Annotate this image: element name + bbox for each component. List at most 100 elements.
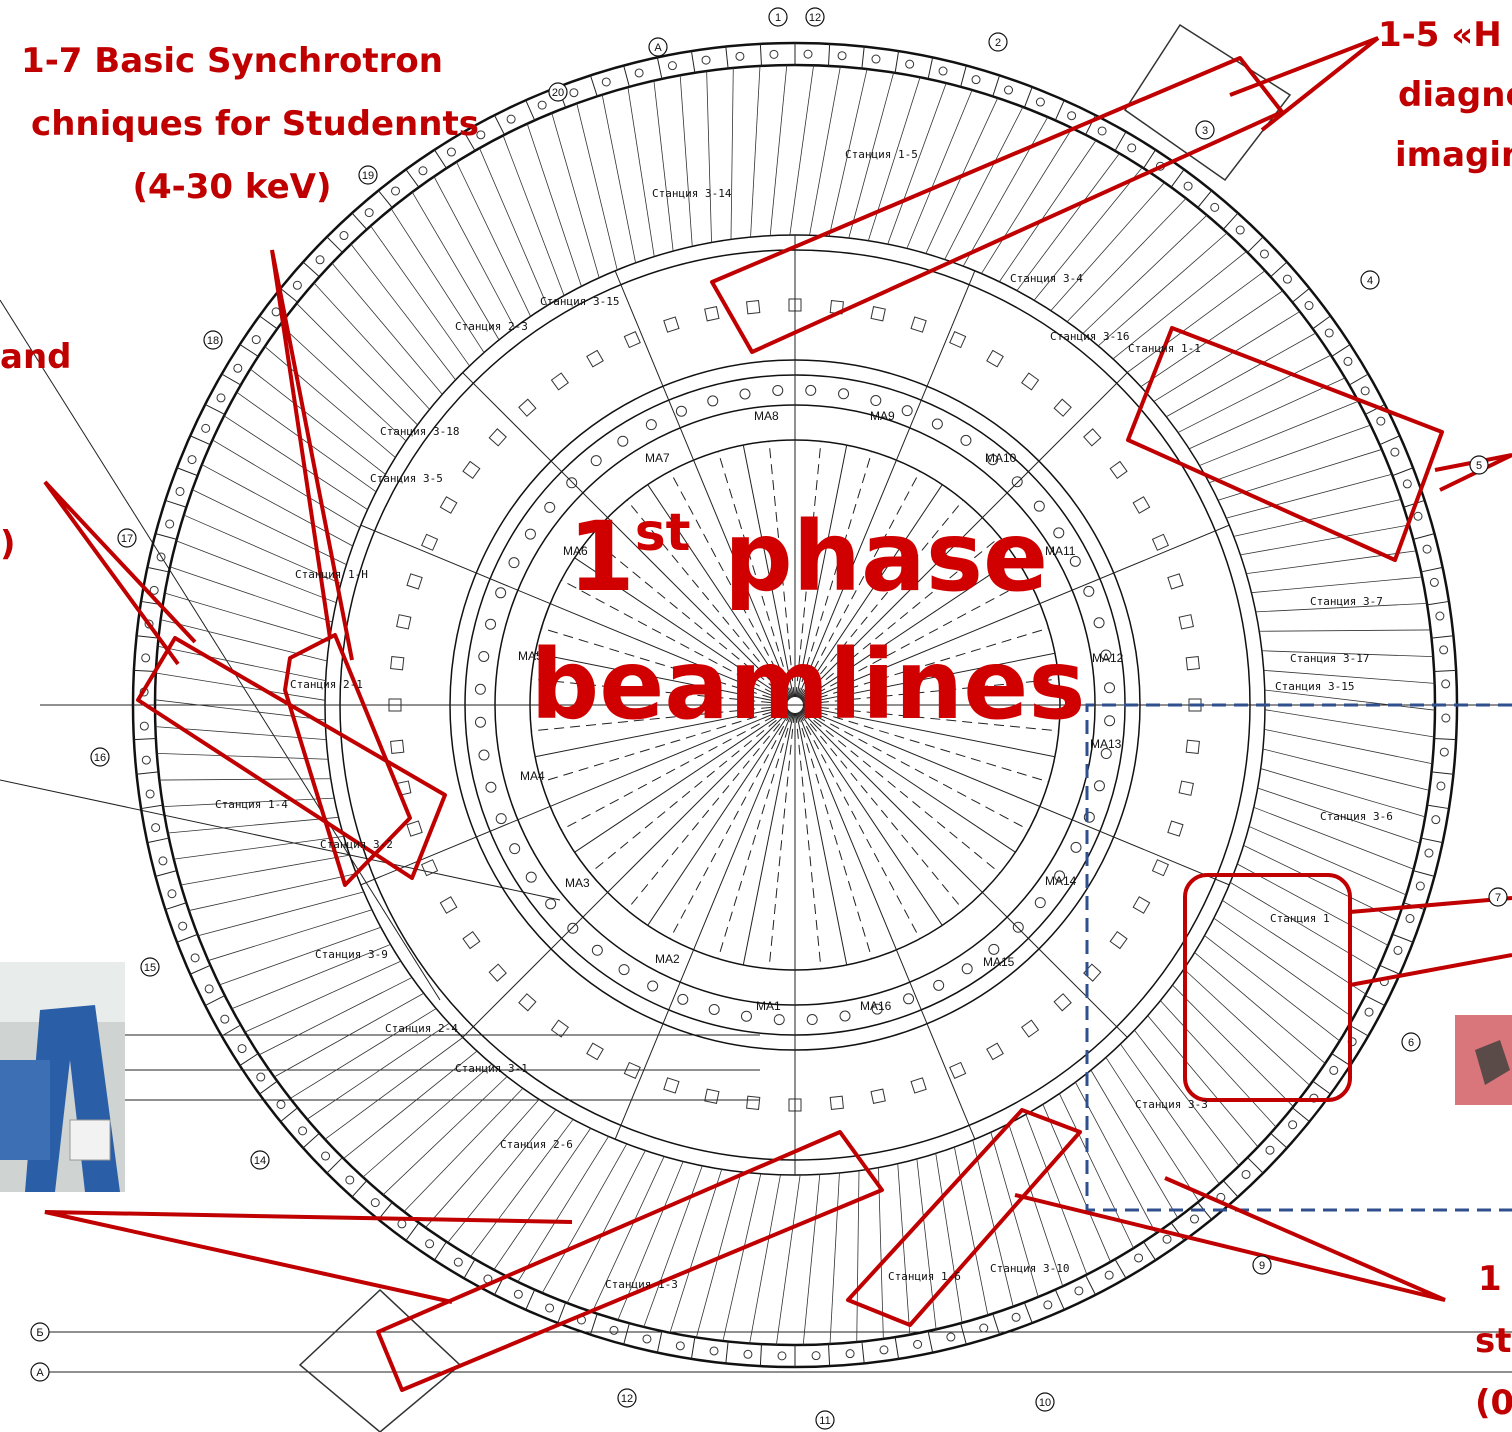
ring-segment: [1349, 1025, 1368, 1036]
beamline: [259, 977, 412, 1054]
station-label: Станция 3-1: [455, 1062, 528, 1075]
ring-device: [1377, 417, 1385, 425]
ring-device: [676, 1342, 684, 1350]
beamline: [776, 1175, 800, 1345]
device: [871, 396, 881, 406]
ring-device: [340, 232, 348, 240]
ring-segment: [434, 1242, 446, 1260]
ring-device: [643, 1335, 651, 1343]
ring-segment: [1392, 468, 1413, 476]
device: [1133, 497, 1149, 513]
device: [839, 389, 849, 399]
device: [587, 350, 603, 366]
ring-segment: [1271, 1133, 1287, 1148]
device: [1071, 842, 1081, 852]
ring-device: [570, 89, 578, 97]
ring-segment: [464, 1259, 475, 1278]
ring-segment: [177, 468, 198, 476]
ring-device: [234, 364, 242, 372]
beamline: [1067, 198, 1186, 321]
ring-segment: [190, 436, 210, 445]
ring-device: [812, 1352, 820, 1360]
ring-device: [872, 55, 880, 63]
device: [741, 1011, 751, 1021]
ring-device: [1036, 98, 1044, 106]
ring-segment: [1380, 436, 1400, 445]
axis-marker-label: 1: [775, 12, 781, 24]
ring-device: [1236, 226, 1244, 234]
ring-segment: [147, 838, 169, 843]
beamline: [696, 1172, 741, 1337]
ring-segment: [657, 1331, 662, 1353]
device: [747, 1096, 760, 1109]
axis-marker-label: 4: [1367, 275, 1373, 287]
ring-device: [1184, 182, 1192, 190]
beamline: [351, 244, 456, 380]
ring-device: [392, 187, 400, 195]
ring-segment: [222, 374, 241, 385]
beamline: [1265, 710, 1434, 737]
beamline: [168, 817, 339, 833]
ma-label: MA2: [655, 952, 680, 966]
ring-segment: [1223, 1181, 1238, 1197]
ring-device: [142, 654, 150, 662]
ring-segment: [961, 1323, 967, 1344]
annotation-line: imagin: [1395, 135, 1512, 175]
ring-segment: [691, 51, 694, 73]
axis-marker-label: 5: [1476, 460, 1482, 472]
ring-segment: [1198, 191, 1212, 208]
center-ray: [670, 712, 791, 939]
beamline: [707, 71, 712, 242]
axis-marker-label: 15: [144, 962, 156, 974]
ring-segment: [1271, 262, 1287, 277]
beamline: [999, 140, 1096, 282]
beamline: [954, 1147, 987, 1315]
device: [407, 821, 422, 836]
marker-diamond: [1125, 25, 1290, 180]
device: [407, 574, 422, 589]
device: [391, 657, 404, 670]
beamline: [810, 67, 841, 236]
ring-device: [176, 487, 184, 495]
ring-segment: [137, 772, 159, 774]
ring-device: [846, 1350, 854, 1358]
device: [391, 740, 404, 753]
ring-segment: [205, 404, 225, 414]
ring-device: [1044, 1301, 1052, 1309]
ring-device: [1442, 714, 1450, 722]
ring-device: [205, 985, 213, 993]
device: [519, 994, 536, 1011]
device: [1094, 618, 1104, 628]
device: [422, 534, 438, 550]
device: [1152, 534, 1168, 550]
ring-device: [1430, 578, 1438, 586]
axis-marker-label: 12: [809, 12, 821, 24]
ring-segment: [1427, 805, 1449, 808]
ring-segment: [526, 1290, 535, 1310]
ma-label: MA4: [520, 769, 545, 783]
ring-device: [1266, 1146, 1274, 1154]
ring-segment: [434, 150, 446, 168]
device: [567, 478, 577, 488]
ring-segment: [1349, 374, 1368, 385]
device: [871, 307, 885, 321]
ring-device: [914, 1340, 922, 1348]
ring-segment: [1332, 344, 1350, 356]
station-label: Станция 3-14: [652, 187, 732, 200]
ring-device: [1305, 302, 1313, 310]
ring-device: [1416, 882, 1424, 890]
ma-label: MA7: [645, 451, 670, 465]
ring-device: [1289, 1121, 1297, 1129]
axis-marker-label: A: [654, 42, 662, 54]
ring-device: [142, 756, 150, 764]
callout-box: [378, 1132, 882, 1390]
ring-device: [1403, 480, 1411, 488]
beamline: [857, 1171, 859, 1342]
ring-segment: [1421, 838, 1443, 843]
beamline: [731, 68, 733, 239]
ring-device: [299, 1127, 307, 1135]
beamline: [751, 66, 760, 237]
beamline: [1026, 1114, 1087, 1274]
ring-segment: [1427, 601, 1449, 604]
device: [618, 436, 628, 446]
